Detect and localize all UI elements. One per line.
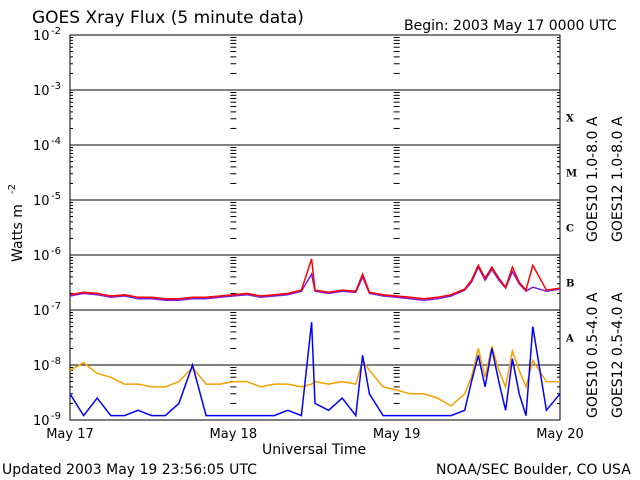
y-tick-label: 10 (33, 139, 50, 154)
y-tick-label: 10 (33, 194, 50, 209)
y-tick-exponent: -4 (51, 136, 61, 147)
x-tick-label: May 20 (536, 427, 584, 442)
legend-goes10-long: GOES10 1.0-8.0 A (585, 116, 601, 242)
legend-goes12-short: GOES12 0.5-4.0 A (610, 292, 626, 418)
flare-class-label: A (565, 334, 574, 345)
series-layer (69, 258, 561, 418)
y-tick-labels: 10-210-310-410-510-610-710-810-9 (33, 26, 61, 429)
day-divider-ticks (70, 34, 560, 421)
y-tick-exponent: -2 (51, 26, 61, 37)
flare-class-label: C (566, 224, 574, 235)
y-axis-label: Watts m -2 (7, 184, 26, 262)
series-line-goes12-short (69, 322, 561, 418)
flare-class-labels: X M C B A (565, 114, 577, 345)
flare-class-label: B (566, 279, 574, 290)
legend-right: GOES10 1.0-8.0 A GOES12 1.0-8.0 A GOES10… (585, 116, 626, 418)
series-line-goes12-long (69, 258, 561, 300)
series-line-goes10-long (69, 265, 561, 302)
x-axis-label: Universal Time (262, 442, 366, 458)
flare-class-label: X (566, 114, 574, 125)
footer-credit: NOAA/SEC Boulder, CO USA (436, 462, 631, 478)
y-axis-label-main: Watts m (10, 204, 26, 262)
footer-updated: Updated 2003 May 19 23:56:05 UTC (2, 462, 257, 478)
y-tick-exponent: -8 (51, 356, 61, 367)
decade-gridlines (70, 34, 560, 421)
y-tick-label: 10 (33, 249, 50, 264)
plot-frame (69, 34, 561, 421)
y-tick-label: 10 (33, 304, 50, 319)
y-tick-label: 10 (33, 414, 50, 429)
plot-area (69, 34, 561, 421)
y-tick-exponent: -7 (51, 301, 61, 312)
y-tick-exponent: -6 (51, 246, 61, 257)
y-axis-label-sup: -2 (7, 184, 18, 194)
y-tick-label: 10 (33, 84, 50, 99)
y-tick-exponent: -9 (51, 411, 61, 422)
y-tick-exponent: -5 (51, 191, 61, 202)
legend-goes10-short: GOES10 0.5-4.0 A (585, 292, 601, 418)
begin-label: Begin: 2003 May 17 0000 UTC (404, 18, 617, 34)
legend-goes12-long: GOES12 1.0-8.0 A (610, 116, 626, 242)
y-tick-exponent: -3 (51, 81, 61, 92)
flare-class-label: M (566, 169, 577, 180)
x-tick-label: May 18 (210, 427, 258, 442)
chart-title: GOES Xray Flux (5 minute data) (32, 8, 304, 28)
x-tick-label: May 17 (46, 427, 94, 442)
y-tick-label: 10 (33, 29, 50, 44)
x-tick-label: May 19 (373, 427, 421, 442)
x-tick-labels: May 17 May 18 May 19 May 20 (46, 427, 584, 442)
series-line-goes10-short (69, 345, 560, 407)
y-tick-label: 10 (33, 359, 50, 374)
